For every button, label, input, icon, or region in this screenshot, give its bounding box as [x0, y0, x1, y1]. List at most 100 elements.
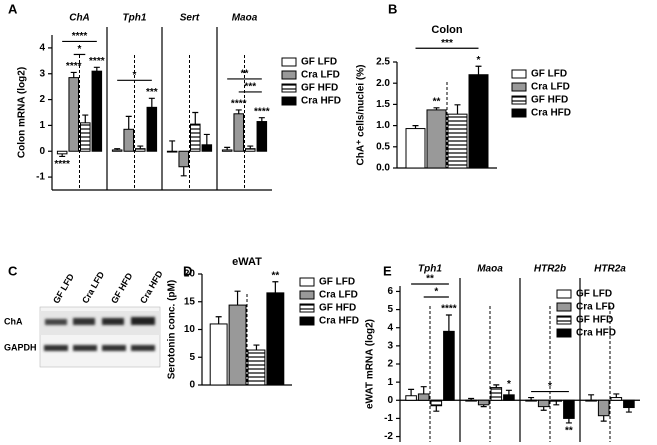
- error-bar: [600, 415, 607, 422]
- y-tick-label: 6: [387, 286, 393, 297]
- legend-swatch: [281, 83, 297, 93]
- bar: [563, 399, 575, 419]
- blot: [39, 306, 161, 368]
- legend-label: Cra HFD: [319, 316, 359, 327]
- y-tick-label: 0.5: [376, 141, 390, 152]
- bar: [146, 106, 158, 152]
- bar: [68, 77, 79, 152]
- bar: [123, 128, 134, 152]
- chart-title: eWAT: [232, 256, 262, 268]
- legend-label: Cra HFD: [576, 328, 616, 339]
- legend-swatch: [299, 316, 315, 326]
- error-bar: [180, 166, 187, 177]
- significance: *: [78, 44, 82, 55]
- bar: [430, 399, 443, 407]
- y-tick-label: 3: [39, 68, 45, 79]
- y-tick-label: 2: [387, 359, 393, 370]
- category-label: Sert: [180, 13, 200, 24]
- legend-label: GF LFD: [301, 57, 337, 68]
- y-tick-label: 4: [39, 43, 45, 54]
- significance: ****: [231, 99, 247, 110]
- legend-swatch: [281, 96, 297, 106]
- legend-swatch: [556, 328, 572, 338]
- bar: [256, 121, 268, 152]
- bar: [468, 74, 489, 169]
- y-axis-label: Serotonin conc. (pM): [167, 280, 178, 379]
- category-label: ChA: [69, 13, 90, 24]
- significance: ***: [146, 87, 158, 98]
- legend-swatch: [511, 108, 527, 118]
- error-bar: [224, 146, 231, 150]
- legend-label: GF LFD: [531, 69, 567, 80]
- error-bar: [408, 388, 415, 396]
- bar: [233, 113, 244, 152]
- panel-label: E: [383, 263, 392, 278]
- category-label: Tph1: [123, 13, 147, 24]
- y-tick-label: 2.0: [376, 78, 390, 89]
- bar: [178, 150, 189, 168]
- significance: **: [565, 426, 573, 437]
- category-label: Tph1: [418, 264, 442, 275]
- legend-label: GF HFD: [319, 303, 356, 314]
- bar: [91, 70, 103, 152]
- band-label: GAPDH: [4, 342, 37, 352]
- significance: ****: [441, 304, 457, 315]
- bar: [209, 323, 228, 386]
- bar: [266, 292, 285, 386]
- legend-label: GF HFD: [531, 95, 568, 106]
- error-bar: [272, 281, 279, 293]
- bar: [490, 387, 503, 401]
- legend-label: Cra LFD: [576, 302, 615, 313]
- legend-swatch: [299, 277, 315, 287]
- error-bar: [215, 316, 222, 324]
- bar: [228, 304, 247, 386]
- error-bar: [613, 393, 620, 398]
- legend-swatch: [299, 303, 315, 313]
- error-bar: [565, 418, 572, 424]
- bar: [245, 148, 256, 152]
- bar: [597, 399, 610, 417]
- error-bar: [59, 153, 66, 158]
- y-tick-label: -1: [36, 172, 45, 183]
- error-bar: [412, 125, 419, 129]
- y-tick-label: 2.5: [376, 57, 390, 68]
- y-tick-label: 1: [39, 120, 45, 131]
- significance: ****: [66, 61, 82, 72]
- error-bar: [454, 104, 461, 115]
- lane-label: GF LFD: [51, 272, 76, 306]
- bar: [426, 109, 447, 169]
- significance: *: [507, 379, 511, 390]
- bar: [80, 122, 91, 152]
- y-tick-label: 0: [189, 380, 195, 391]
- significance: *: [548, 381, 552, 392]
- error-bar: [625, 407, 632, 413]
- bar: [447, 113, 468, 169]
- error-bar: [553, 401, 560, 406]
- legend-label: Cra LFD: [319, 290, 358, 301]
- bar: [465, 399, 477, 402]
- bar: [201, 144, 213, 152]
- significance: *: [133, 70, 137, 81]
- lane-label: GF HFD: [109, 271, 135, 305]
- legend-label: Cra HFD: [531, 108, 571, 119]
- error-bar: [148, 97, 155, 108]
- significance: ****: [72, 31, 88, 42]
- y-tick-label: 5: [387, 304, 393, 315]
- bar: [537, 399, 550, 408]
- chart-title: Colon: [431, 24, 462, 36]
- y-tick-label: 15: [184, 296, 196, 307]
- error-bar: [258, 117, 265, 122]
- error-bar: [192, 111, 199, 125]
- bar: [503, 394, 515, 401]
- bar: [610, 397, 623, 401]
- error-bar: [114, 148, 121, 150]
- y-tick-label: 3: [387, 341, 393, 352]
- error-bar: [235, 109, 242, 114]
- error-bar: [588, 394, 595, 401]
- bar: [190, 123, 201, 152]
- error-bar: [70, 71, 77, 78]
- y-tick-label: 4: [387, 322, 393, 333]
- significance: ****: [254, 106, 270, 117]
- legend-swatch: [511, 69, 527, 79]
- legend-swatch: [556, 302, 572, 312]
